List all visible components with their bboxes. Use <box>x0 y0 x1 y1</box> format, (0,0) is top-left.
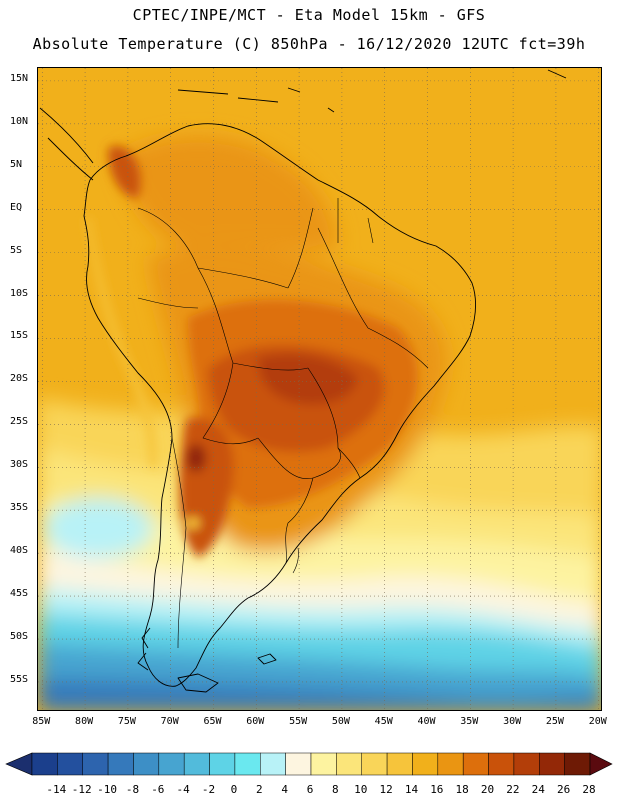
longitude-tick-label: 25W <box>545 716 564 727</box>
longitude-tick-label: 35W <box>460 716 479 727</box>
colorbar-tick-label: 12 <box>379 783 393 796</box>
colorbar-over-arrow <box>589 752 613 776</box>
colorbar-swatch <box>183 752 210 776</box>
colorbar-tick-label: 8 <box>332 783 339 796</box>
colorbar-tick-label: -14 <box>46 783 67 796</box>
colorbar-swatch <box>158 752 185 776</box>
colorbar-tick-label: -4 <box>176 783 190 796</box>
colorbar-tick-label: 14 <box>404 783 419 796</box>
colorbar-tick-label: 28 <box>582 783 596 796</box>
longitude-tick-label: 65W <box>203 716 222 727</box>
colorbar-tick-label: 20 <box>480 783 495 796</box>
latitude-tick-label: 15N <box>10 72 29 84</box>
latitude-tick-label: 45S <box>10 588 29 600</box>
longitude-tick-label: 85W <box>32 716 51 727</box>
longitude-tick-label: 45W <box>374 716 393 727</box>
colorbar-swatch <box>82 752 109 776</box>
colorbar-swatch <box>234 752 261 776</box>
argentina-hotspot <box>186 444 206 472</box>
colorbar-swatch <box>539 752 565 776</box>
longitude-tick-label: 55W <box>289 716 308 727</box>
colorbar-swatch <box>285 752 312 776</box>
colorbar-tick-label: 18 <box>455 783 469 796</box>
argentina-coolspot <box>186 517 200 529</box>
longitude-tick-label: 80W <box>75 716 94 727</box>
longitude-tick-label: 40W <box>417 716 436 727</box>
colorbar-tick-label: 26 <box>557 783 571 796</box>
falkland-islands <box>257 653 277 665</box>
temperature-map[interactable] <box>37 67 602 711</box>
colorbar-swatch <box>31 752 58 776</box>
latitude-tick-label: 5N <box>10 158 23 170</box>
colorbar-swatch <box>462 752 489 776</box>
longitude-tick-label: 75W <box>117 716 136 727</box>
colorbar-swatch <box>209 752 236 776</box>
temperature-field <box>38 68 601 710</box>
colorbar-swatch <box>564 752 591 776</box>
caribbean-islands <box>177 69 567 113</box>
central-america-coastline <box>39 107 94 181</box>
colorbar-tick-label: 4 <box>281 783 288 796</box>
colorbar-tick-label: 2 <box>255 783 263 796</box>
latitude-tick-label: 40S <box>10 545 29 557</box>
latitude-tick-label: 15S <box>10 330 29 342</box>
colorbar-tick-label: -8 <box>125 783 140 796</box>
latitude-tick-label: 10S <box>10 287 29 299</box>
colorbar-tick-label: -2 <box>201 783 216 796</box>
colorbar-swatch <box>513 752 540 776</box>
longitude-tick-label: 50W <box>331 716 350 727</box>
latitude-tick-label: 20S <box>10 373 29 385</box>
colorbar-tick-label: 24 <box>531 783 545 796</box>
colorbar-swatch <box>488 752 515 776</box>
map-canvas <box>38 68 601 710</box>
andes-cool-strip <box>86 218 157 468</box>
colorbar-tick-label: 16 <box>430 783 444 796</box>
graticule <box>38 68 601 710</box>
colorbar-swatch <box>260 752 286 776</box>
latitude-tick-label: 55S <box>10 673 29 685</box>
colorbar-under-arrow <box>5 752 33 776</box>
colorbar-tick-label: 0 <box>230 783 238 796</box>
latitude-tick-label: EQ <box>10 201 23 213</box>
latitude-tick-label: 5S <box>10 244 23 256</box>
colorbar-tick-label: -6 <box>151 783 165 796</box>
latitude-tick-label: 25S <box>10 416 29 428</box>
colorbar-swatch <box>336 752 362 776</box>
colorbar-tick-label: -12 <box>71 783 92 796</box>
colorbar-swatch <box>386 752 413 776</box>
country-borders <box>137 198 429 649</box>
chart-title-line1: CPTEC/INPE/MCT - Eta Model 15km - GFS <box>132 6 486 24</box>
latitude-tick-label: 30S <box>10 459 29 471</box>
colorbar <box>5 752 613 776</box>
longitude-tick-label: 20W <box>588 716 607 727</box>
chile-archipelago <box>137 627 151 671</box>
coastlines <box>39 69 567 693</box>
latitude-tick-label: 10N <box>10 115 29 127</box>
longitude-tick-label: 60W <box>246 716 265 727</box>
tierra-del-fuego <box>177 673 219 693</box>
andes-north-heat <box>108 146 141 198</box>
colorbar-swatch <box>310 752 337 776</box>
latitude-tick-label: 50S <box>10 631 29 642</box>
colorbar-swatch <box>437 752 464 776</box>
colorbar-tick-label: -10 <box>97 783 118 796</box>
colorbar-tick-label: 22 <box>506 783 520 796</box>
colorbar-tick-label: 6 <box>306 783 314 796</box>
cold-patch-west <box>43 498 153 558</box>
south-america-coastline <box>83 123 477 687</box>
colorbar-swatch <box>133 752 160 776</box>
colorbar-tick-label: 10 <box>354 783 368 796</box>
colorbar-swatch <box>57 752 83 776</box>
longitude-tick-label: 70W <box>160 716 179 727</box>
longitude-tick-label: 30W <box>503 716 522 727</box>
cold-field-m8 <box>38 678 601 710</box>
colorbar-swatch <box>361 752 388 776</box>
chart-title-line2: Absolute Temperature (C) 850hPa - 16/12/… <box>32 35 586 53</box>
north-continent-field <box>118 135 338 251</box>
colorbar-swatch <box>107 752 134 776</box>
latitude-tick-label: 35S <box>10 502 29 514</box>
continental-field-24 <box>258 354 358 405</box>
colorbar-swatch <box>412 752 439 776</box>
